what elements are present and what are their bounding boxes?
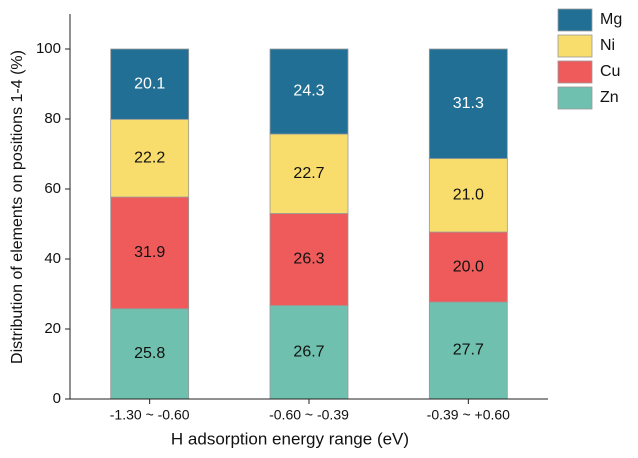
value-label: 20.1: [134, 75, 165, 92]
legend-label: Zn: [600, 89, 619, 106]
legend-label: Ni: [600, 37, 615, 54]
bar-segment: [428, 231, 508, 303]
bar-segment: [269, 48, 349, 135]
y-tick-label: 20: [44, 320, 61, 337]
bar-segment: [110, 48, 190, 120]
legend-swatch: [557, 8, 593, 32]
value-label: 26.7: [293, 343, 324, 360]
value-label: 21.0: [453, 187, 484, 204]
x-tick-label: -0.39 ~ +0.60: [427, 407, 511, 423]
bar-segment: [110, 118, 190, 198]
bar-segment: [428, 301, 508, 400]
value-label: 22.7: [293, 165, 324, 182]
x-axis-title: H adsorption energy range (eV): [171, 429, 409, 448]
value-label: 31.3: [453, 95, 484, 112]
value-label: 31.9: [134, 244, 165, 261]
value-label: 22.2: [134, 149, 165, 166]
value-label: 25.8: [134, 345, 165, 362]
legend-swatch: [557, 86, 593, 110]
y-tick-label: 0: [53, 390, 61, 407]
value-label: 27.7: [453, 342, 484, 359]
legend-label: Mg: [600, 11, 622, 28]
legend-swatch: [557, 60, 593, 84]
y-tick-label: 60: [44, 180, 61, 197]
bar-segment: [110, 196, 190, 310]
y-tick-label: 80: [44, 110, 61, 127]
value-label: 24.3: [293, 83, 324, 100]
bar-segment: [269, 213, 349, 306]
bar-segment: [269, 305, 349, 400]
x-tick-label: -1.30 ~ -0.60: [110, 407, 190, 423]
legend-swatch: [557, 34, 593, 58]
y-tick-label: 40: [44, 250, 61, 267]
value-label: 20.0: [453, 258, 484, 275]
bar-segment: [428, 48, 508, 159]
value-label: 26.3: [293, 251, 324, 268]
y-axis-title: Distribution of elements on positions 1-…: [9, 50, 26, 364]
x-tick-label: -0.60 ~ -0.39: [269, 407, 349, 423]
y-tick-label: 100: [36, 40, 61, 57]
legend-label: Cu: [600, 63, 620, 80]
